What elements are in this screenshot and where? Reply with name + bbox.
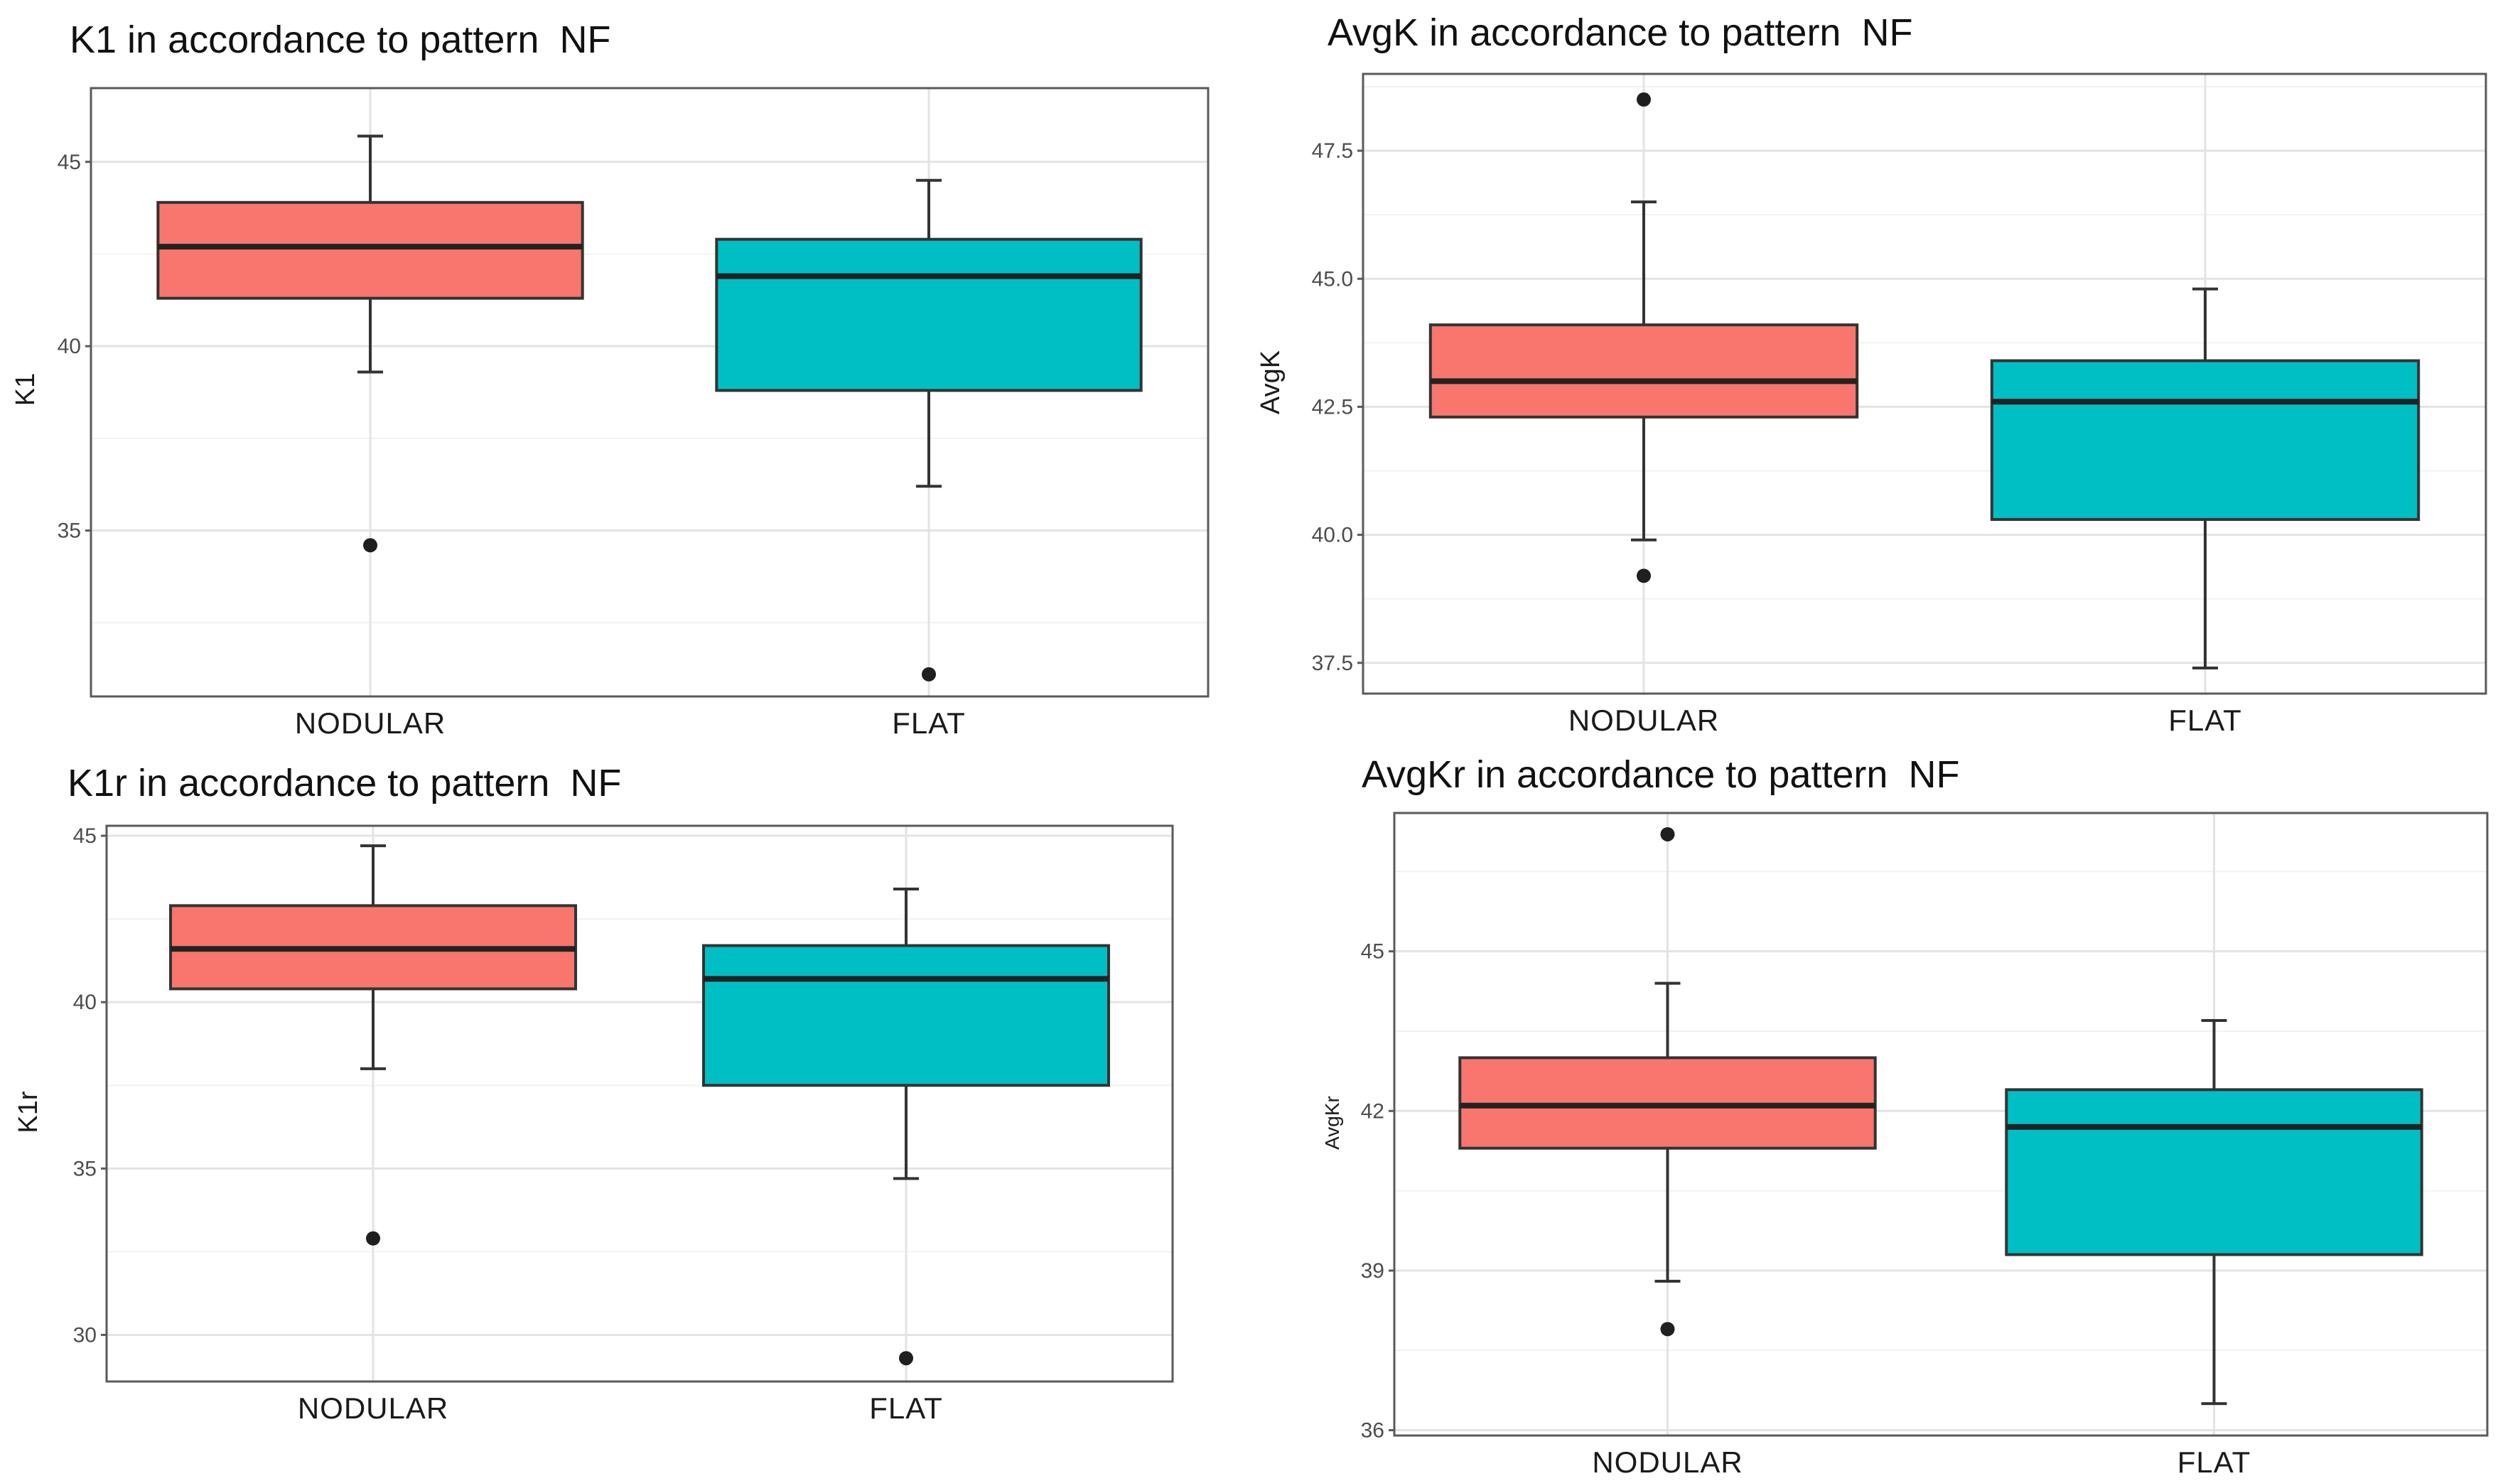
chart-title-suffix: NF [570,762,621,804]
outlier-point [899,1351,913,1366]
chart-title-suffix: NF [1908,753,1959,796]
chart-title: AvgKr in accordance to pattern NF [1362,753,1959,796]
plot-border [105,824,1174,1383]
outlier-point [922,667,936,682]
outlier-point [1637,569,1651,583]
chart-title: K1r in accordance to pattern NF [68,762,621,804]
chart-title-text: AvgKr in accordance to pattern [1362,753,1888,796]
y-tick-label: 39 [1361,1259,1384,1283]
y-tick-label: 36 [1361,1419,1384,1443]
box-flat [715,178,1143,682]
y-tick-label: 45 [73,824,97,848]
chart-title: K1 in accordance to pattern NF [70,18,610,61]
y-tick-label: 35 [73,1157,97,1180]
box-nodular [169,844,577,1246]
plot-border [1393,812,2489,1437]
outlier-point [1660,826,1675,841]
y-tick-label: 40 [58,335,81,358]
plot-area: 35 40 45 NODULAR FLAT [58,87,1210,740]
iqr-box [156,200,584,300]
y-tick-label: 30 [73,1323,97,1347]
chart-title-text: AvgK in accordance to pattern [1328,11,1841,54]
plot-area: 36 39 42 45 NODULAR FLAT [1361,812,2489,1479]
chart-panel-k1: K1 in accordance to pattern NF K1 35 40 45… [11,18,1210,740]
chart-panel-avgk: AvgK in accordance to pattern NF AvgK 37… [1256,11,2487,737]
y-tick-label: 42.5 [1312,395,1353,419]
y-axis-title: K1r [14,1091,43,1133]
box-nodular [1428,92,1859,583]
x-category-label: NODULAR [1568,704,1719,737]
plot-border [1362,72,2487,695]
chart-panel-avgkr: AvgKr in accordance to pattern NF AvgKr … [1321,753,2489,1479]
y-tick-label: 45 [1361,940,1384,964]
y-axis-title: AvgK [1256,350,1286,414]
plot-area: 30 35 40 45 NODULAR FLAT [73,824,1174,1425]
y-tick-label: 42 [1361,1099,1384,1123]
iqr-box [2005,1088,2423,1256]
chart-title-text: K1 in accordance to pattern [70,18,539,61]
plot-area: 37.5 40.0 42.5 45.0 47.5 NODULAR FLAT [1312,72,2487,737]
box-nodular [156,134,584,553]
box-flat [702,887,1110,1366]
iqr-box [702,944,1110,1087]
y-tick-label: 45 [58,151,81,174]
y-tick-label: 45.0 [1312,267,1353,291]
y-tick-label: 35 [58,519,81,543]
x-category-label: NODULAR [298,1391,448,1425]
y-tick-label: 40 [73,991,97,1014]
x-category-label: NODULAR [1592,1445,1743,1479]
y-axis-title: K1 [11,373,41,406]
chart-title-text: K1r in accordance to pattern [68,762,549,804]
x-category-label: FLAT [2177,1445,2251,1479]
iqr-box [1428,323,1859,419]
outlier-point [1660,1322,1675,1337]
box-flat [2005,1019,2423,1406]
y-tick-label: 40.0 [1312,524,1353,547]
chart-title: AvgK in accordance to pattern NF [1328,11,1912,54]
y-tick-label: 47.5 [1312,139,1353,163]
x-category-label: FLAT [869,1391,943,1425]
chart-panel-k1r: K1r in accordance to pattern NF K1r 30 35… [14,762,1174,1425]
box-nodular [1458,826,1877,1337]
plot-border [90,87,1210,698]
outlier-point [363,538,377,553]
iqr-box [1990,359,2421,521]
y-axis-title: AvgKr [1321,1096,1343,1150]
x-category-label: FLAT [2168,704,2242,737]
outlier-point [366,1231,380,1246]
chart-title-suffix: NF [1861,11,1912,54]
iqr-box [715,237,1143,392]
box-flat [1990,287,2421,669]
y-tick-label: 37.5 [1312,652,1353,675]
x-category-label: FLAT [892,706,966,740]
x-category-label: NODULAR [295,706,446,740]
outlier-point [1637,92,1651,107]
chart-title-suffix: NF [559,18,610,61]
